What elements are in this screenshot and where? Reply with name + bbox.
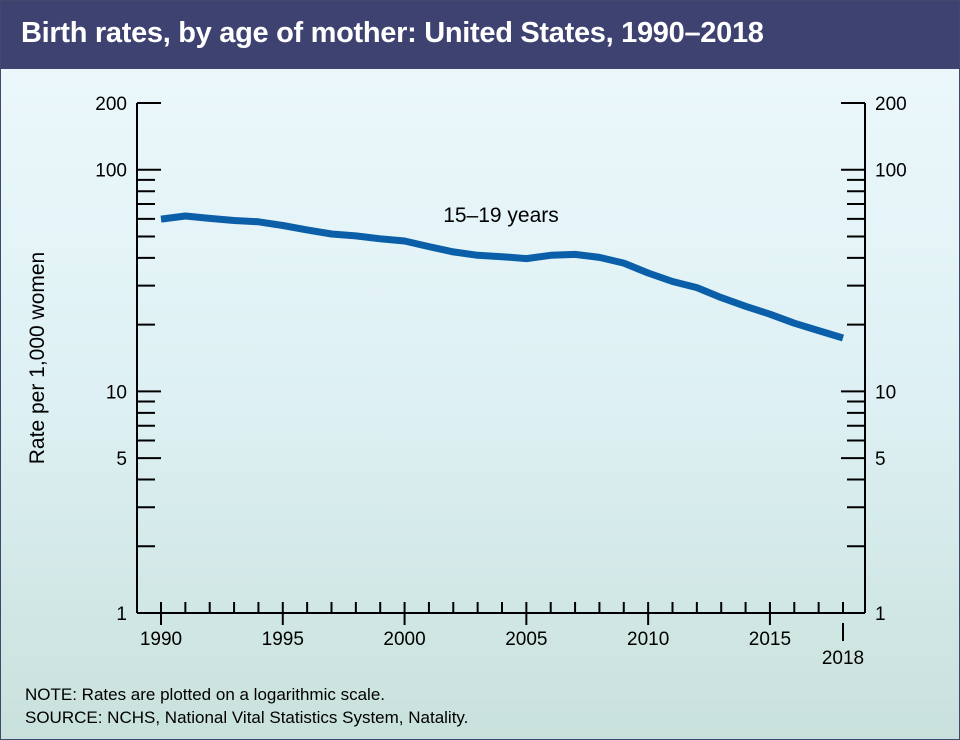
series-line-15-19 bbox=[160, 212, 845, 342]
right-y-tick-label: 100 bbox=[875, 161, 907, 182]
x-tick-label: 2010 bbox=[627, 629, 669, 650]
x-tick-label: 2015 bbox=[749, 629, 791, 650]
left-y-tick-label: 10 bbox=[106, 382, 127, 403]
right-y-tick-label: 200 bbox=[875, 94, 907, 115]
chart-title: Birth rates, by age of mother: United St… bbox=[21, 17, 764, 49]
source-text: SOURCE: NCHS, National Vital Statistics … bbox=[25, 708, 469, 727]
y-axis-title: Rate per 1,000 women bbox=[26, 252, 49, 464]
series-layer bbox=[160, 212, 845, 342]
right-y-tick-label: 10 bbox=[875, 382, 896, 403]
title-bar: Birth rates, by age of mother: United St… bbox=[1, 1, 959, 69]
right-y-tick-label: 5 bbox=[875, 449, 886, 470]
x-tick-label: 2005 bbox=[505, 629, 547, 650]
axis-labels: 1 1 5 5 10 10 100 100 200 200 1990 1995 2000 2005 2010… bbox=[26, 94, 907, 669]
x-tick-label: 2000 bbox=[383, 629, 425, 650]
left-y-tick-label: 1 bbox=[116, 604, 127, 625]
left-y-tick-label: 100 bbox=[95, 161, 127, 182]
series-label: 15–19 years bbox=[443, 204, 559, 227]
left-y-tick-label: 5 bbox=[116, 449, 127, 470]
axes bbox=[136, 102, 866, 641]
x-tick-label: 1995 bbox=[262, 629, 304, 650]
x-tick-label: 2018 bbox=[822, 648, 864, 669]
x-tick-label: 1990 bbox=[140, 629, 182, 650]
right-y-tick-label: 1 bbox=[875, 604, 886, 625]
note-text: NOTE: Rates are plotted on a logarithmic… bbox=[25, 685, 385, 704]
left-y-tick-label: 200 bbox=[95, 94, 127, 115]
